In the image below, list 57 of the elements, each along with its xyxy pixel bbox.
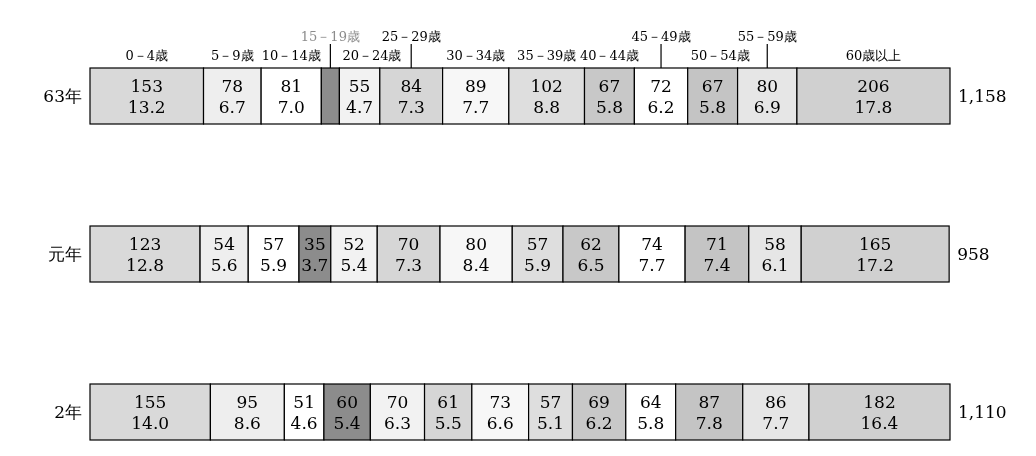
data-label: 35 3.7 bbox=[301, 234, 329, 275]
data-label: 72 6.2 bbox=[647, 76, 675, 117]
legend-label: 10－14歳 bbox=[261, 48, 321, 63]
data-label: 69 6.2 bbox=[585, 392, 613, 433]
series-label: 45－49歳 bbox=[631, 29, 691, 44]
y-tick-label: 元年 bbox=[48, 244, 82, 264]
data-label: 54 5.6 bbox=[210, 234, 238, 275]
data-label: 52 5.4 bbox=[340, 234, 368, 275]
data-label: 102 8.8 bbox=[530, 76, 563, 117]
data-label: 206 17.8 bbox=[854, 76, 893, 117]
data-label: 165 17.2 bbox=[856, 234, 895, 275]
data-label: 74 7.7 bbox=[638, 234, 666, 275]
data-label: 64 5.8 bbox=[637, 392, 665, 433]
data-label: 80 6.9 bbox=[753, 76, 781, 117]
data-label: 58 6.1 bbox=[761, 234, 789, 275]
text: 1,110 bbox=[958, 402, 1007, 422]
data-label: 60 5.4 bbox=[333, 392, 361, 433]
data-label: 81 7.0 bbox=[277, 76, 305, 117]
data-label: 84 7.3 bbox=[397, 76, 425, 117]
text: 1,158 bbox=[958, 86, 1007, 106]
series-label: 25－29歳 bbox=[381, 29, 441, 44]
data-label: 67 5.8 bbox=[595, 76, 623, 117]
series-label: 35－39歳 bbox=[517, 48, 577, 63]
data-label: 67 5.8 bbox=[699, 76, 727, 117]
series-label: 5－9歳 bbox=[211, 48, 254, 63]
legend-label: 40－44歳 bbox=[579, 48, 639, 63]
legend-label: 50－54歳 bbox=[690, 48, 750, 63]
series-label: 60歳以上 bbox=[845, 48, 902, 63]
data-label: 78 6.7 bbox=[218, 76, 246, 117]
data-label: 62 6.5 bbox=[577, 234, 605, 275]
data-label: 71 7.4 bbox=[703, 234, 731, 275]
data-label: 61 5.5 bbox=[434, 392, 462, 433]
data-label: 86 7.7 bbox=[762, 392, 790, 433]
data-label: 153 13.2 bbox=[127, 76, 166, 117]
y-tick-label: 63年 bbox=[43, 86, 82, 106]
data-label: 70 7.3 bbox=[395, 234, 423, 275]
data-label: 70 6.3 bbox=[383, 392, 411, 433]
data-label: 95 8.6 bbox=[233, 392, 261, 433]
data-label: 57 5.1 bbox=[537, 392, 565, 433]
data-label: 55 4.7 bbox=[346, 76, 374, 117]
data-label: 57 5.9 bbox=[260, 234, 288, 275]
y-tick-label: 2年 bbox=[54, 402, 82, 422]
series-label: 30－34歳 bbox=[446, 48, 506, 63]
data-label: 155 14.0 bbox=[131, 392, 170, 433]
data-label: 123 12.8 bbox=[126, 234, 164, 275]
data-label: 57 5.9 bbox=[524, 234, 552, 275]
data-label: 182 16.4 bbox=[860, 392, 899, 433]
series-label: 55－59歳 bbox=[737, 29, 797, 44]
series-label: 0－4歳 bbox=[125, 48, 169, 63]
data-label: 73 6.6 bbox=[486, 392, 514, 433]
text: 15－19歳 bbox=[300, 29, 360, 44]
data-label: 51 4.6 bbox=[290, 392, 318, 433]
text: 958 bbox=[957, 244, 990, 264]
data-label: 80 8.4 bbox=[462, 234, 490, 275]
legend-label: 20－24歳 bbox=[342, 48, 402, 63]
data-label: 89 7.7 bbox=[462, 76, 490, 117]
data-label: 87 7.8 bbox=[695, 392, 723, 433]
